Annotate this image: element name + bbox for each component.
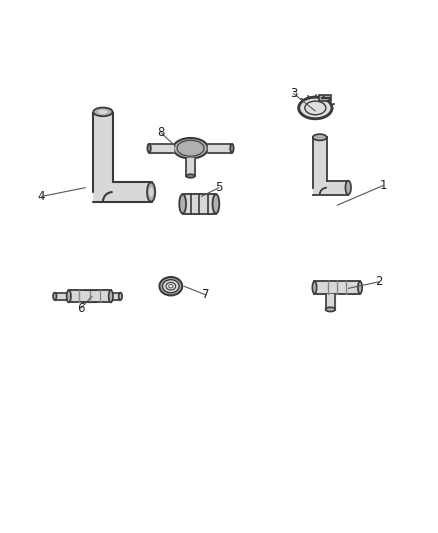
Ellipse shape <box>67 290 71 302</box>
Ellipse shape <box>186 174 195 178</box>
Ellipse shape <box>173 138 208 158</box>
Ellipse shape <box>313 134 327 140</box>
FancyBboxPatch shape <box>313 138 327 195</box>
Ellipse shape <box>159 277 182 295</box>
FancyBboxPatch shape <box>314 281 360 294</box>
Text: 1: 1 <box>379 179 387 192</box>
Ellipse shape <box>325 308 336 312</box>
FancyBboxPatch shape <box>69 290 111 302</box>
Ellipse shape <box>358 281 362 294</box>
Ellipse shape <box>169 285 173 288</box>
Ellipse shape <box>109 290 113 302</box>
Ellipse shape <box>312 281 317 294</box>
FancyBboxPatch shape <box>319 95 331 101</box>
Ellipse shape <box>166 282 176 290</box>
Text: 7: 7 <box>202 288 210 302</box>
Text: 6: 6 <box>77 302 85 314</box>
Ellipse shape <box>212 194 219 214</box>
Ellipse shape <box>230 144 234 152</box>
FancyBboxPatch shape <box>183 194 216 214</box>
Ellipse shape <box>162 280 179 293</box>
Ellipse shape <box>149 187 153 197</box>
Text: 3: 3 <box>290 87 297 100</box>
FancyBboxPatch shape <box>93 182 151 201</box>
Ellipse shape <box>98 110 108 114</box>
Text: 5: 5 <box>215 181 223 194</box>
Text: 2: 2 <box>375 276 383 288</box>
Ellipse shape <box>299 97 332 119</box>
Ellipse shape <box>93 108 113 116</box>
Ellipse shape <box>119 293 122 300</box>
Text: 8: 8 <box>158 126 165 140</box>
Text: 4: 4 <box>38 190 46 203</box>
FancyBboxPatch shape <box>313 181 348 195</box>
Ellipse shape <box>346 181 351 195</box>
Ellipse shape <box>179 194 186 214</box>
FancyBboxPatch shape <box>93 113 113 201</box>
Ellipse shape <box>147 144 151 152</box>
Ellipse shape <box>53 293 57 300</box>
Ellipse shape <box>147 182 155 201</box>
